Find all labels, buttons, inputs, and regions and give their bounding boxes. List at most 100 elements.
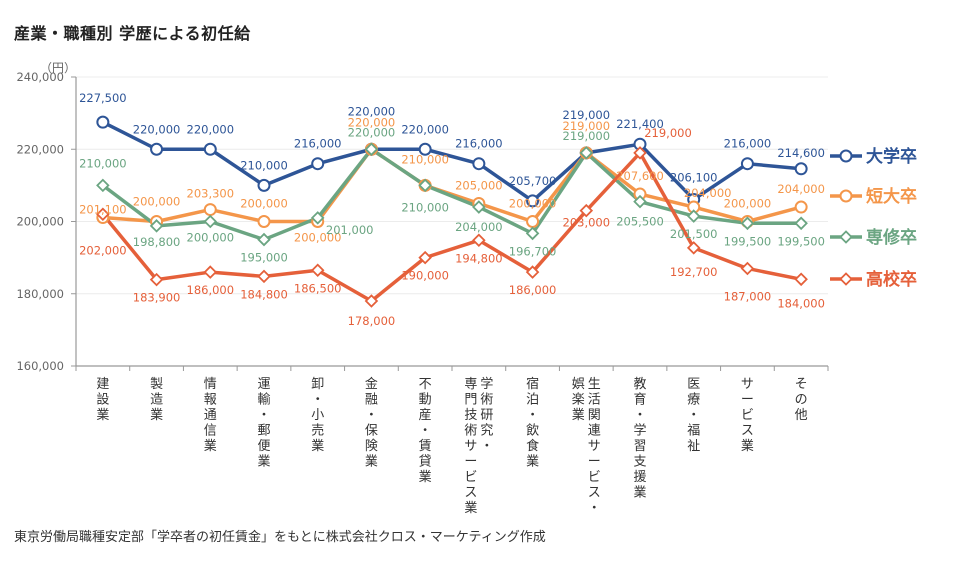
x-category-char: 学	[633, 423, 646, 439]
series-line	[102, 120, 802, 203]
data-label: 178,000	[348, 314, 396, 328]
data-label: 220,000	[348, 125, 396, 139]
data-point-marker	[203, 203, 217, 217]
data-label: 201,000	[326, 223, 374, 237]
x-category-char: 貸	[419, 454, 432, 470]
x-category-char: 医	[687, 377, 700, 392]
y-axis-ticks: 160,000 180,000 200,000 220,000 240,000	[16, 70, 64, 373]
x-category-char: 娯	[572, 377, 585, 392]
x-category-char: 技	[464, 408, 477, 423]
series-line	[101, 147, 802, 242]
data-point-marker	[203, 214, 218, 229]
data-label: 205,700	[509, 174, 557, 188]
data-label: 186,500	[294, 281, 342, 295]
data-label: 203,300	[187, 187, 235, 201]
data-label: 219,000	[644, 126, 692, 140]
x-category-char: 楽	[572, 392, 585, 408]
y-tick-label: 200,000	[16, 215, 64, 229]
axes	[71, 76, 829, 371]
x-category-char: 食	[526, 438, 539, 454]
x-category-char: 賃	[419, 439, 432, 454]
x-category-char: 輸	[257, 393, 270, 408]
x-category-label: 運輸・郵便業	[257, 377, 270, 470]
data-label: 190,000	[401, 269, 449, 283]
data-label: 200,000	[509, 197, 557, 211]
data-label: 200,000	[133, 195, 181, 209]
x-category-char: ス	[588, 486, 601, 501]
source-note: 東京労働局職種安定部「学卒者の初任賃金」をもとに株式会社クロス・マーケティング作…	[14, 530, 546, 545]
data-point-marker	[472, 200, 486, 214]
x-category-char: 門	[464, 393, 477, 408]
x-category-char: ビ	[588, 470, 601, 485]
data-label: 210,000	[240, 158, 288, 172]
data-label: 202,000	[79, 243, 127, 257]
data-point-marker	[740, 216, 755, 231]
data-point-marker	[96, 115, 110, 129]
x-category-char: 支	[633, 455, 646, 470]
legend-item: 短大卒	[830, 186, 917, 207]
data-point-marker	[579, 146, 594, 160]
x-category-char: ・	[311, 393, 324, 408]
legend-label: 専修卒	[866, 227, 917, 248]
data-label: 200,000	[240, 197, 288, 211]
x-category-char: そ	[795, 377, 808, 392]
x-category-char: 生	[588, 377, 601, 392]
x-category-char: 報	[204, 393, 217, 408]
data-point-marker	[579, 203, 594, 218]
data-point-marker	[257, 232, 271, 247]
x-category-char: 不	[419, 377, 432, 392]
data-label: 201,100	[79, 203, 127, 217]
series-line	[101, 151, 802, 303]
x-category-char: サ	[741, 377, 754, 392]
x-category-char: 術	[480, 393, 493, 408]
data-label: 216,000	[724, 137, 772, 151]
data-label: 216,000	[294, 137, 342, 151]
x-category-char: ・	[633, 408, 646, 423]
x-category-label: 宿泊・飲食業	[526, 376, 539, 470]
data-label: 200,000	[724, 197, 772, 211]
series-markers	[96, 115, 808, 308]
x-category-char: 福	[687, 424, 700, 439]
data-label: 210,000	[401, 152, 449, 166]
x-category-char: ・	[480, 439, 493, 454]
x-category-char: ス	[741, 424, 754, 439]
x-category-char: 泊	[526, 393, 539, 408]
x-category-char: 業	[204, 438, 217, 454]
data-point-marker	[740, 261, 755, 276]
data-label: 184,800	[240, 287, 288, 301]
x-category-char: ・	[687, 408, 700, 423]
x-category-char: 専	[464, 377, 477, 392]
x-category-char: 学	[480, 376, 493, 392]
x-category-char: 融	[365, 393, 378, 408]
data-label: 210,000	[79, 156, 127, 170]
x-category-char: 術	[464, 424, 477, 439]
x-category-char: 他	[795, 408, 808, 423]
data-point-marker	[794, 272, 808, 287]
data-label: 200,000	[187, 231, 235, 245]
x-category-char: 卸	[311, 376, 324, 392]
data-point-marker	[96, 178, 110, 193]
x-category-char: 教	[633, 376, 646, 392]
legend-label: 高校卒	[866, 269, 917, 290]
data-point-marker	[472, 233, 486, 248]
data-point-marker	[686, 241, 701, 255]
data-point-marker	[364, 294, 379, 308]
data-label: 194,800	[455, 251, 503, 265]
legend-label: 短大卒	[866, 186, 917, 207]
data-label: 204,000	[455, 220, 503, 234]
x-category-char: 設	[96, 392, 109, 408]
x-category-char: ー	[588, 455, 601, 470]
y-tick-label: 180,000	[16, 287, 64, 301]
x-category-char: 業	[96, 407, 109, 423]
legend-item: 大学卒	[830, 146, 917, 167]
x-category-char: ス	[464, 486, 477, 501]
data-label: 203,000	[563, 216, 611, 230]
data-label: 205,000	[455, 178, 503, 192]
x-category-char: 業	[257, 454, 270, 470]
x-category-char: 情	[204, 377, 217, 392]
x-category-char: ー	[464, 455, 477, 470]
